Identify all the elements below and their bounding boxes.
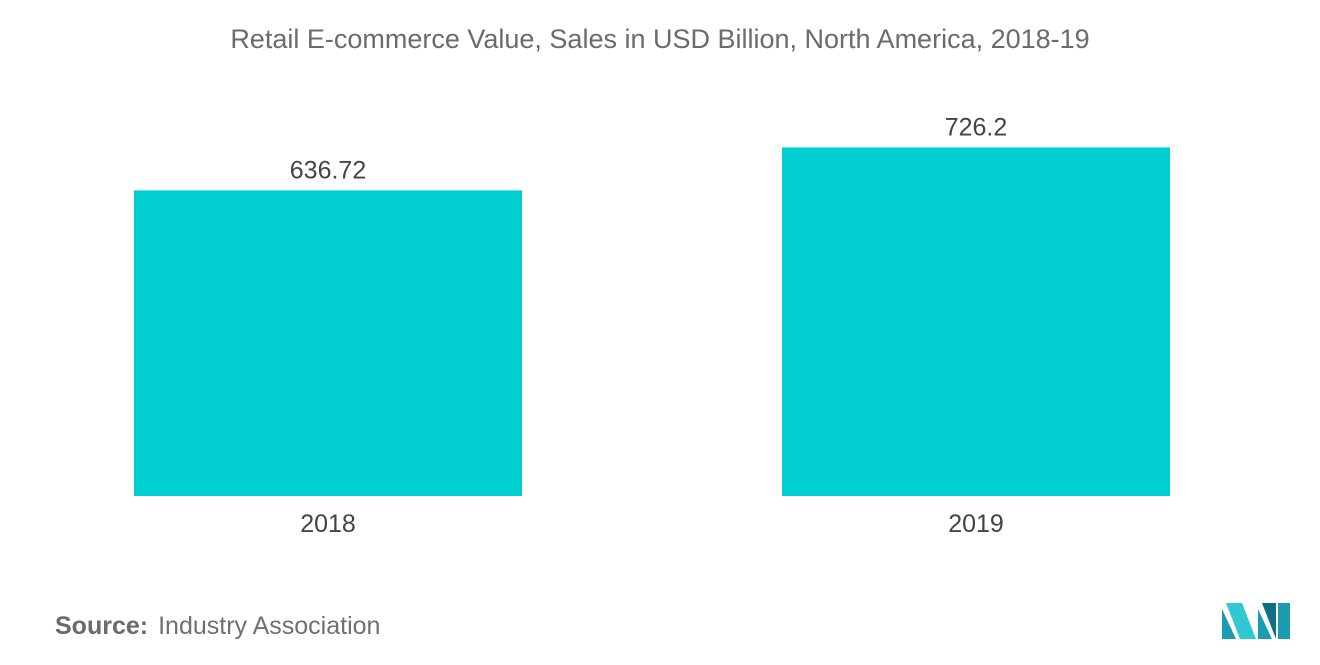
- source-label: Source:: [55, 612, 149, 640]
- logo-stroke-1: [1222, 609, 1236, 639]
- data-label-2019: 726.2: [945, 113, 1008, 141]
- category-label-2018: 2018: [300, 510, 356, 538]
- category-label-2019: 2019: [948, 510, 1004, 538]
- logo-stroke-2: [1226, 603, 1256, 639]
- bars-layer: 636.72 2018 726.2 2019: [134, 113, 1170, 538]
- bar-2018: [134, 190, 522, 497]
- logo-stroke-3: [1258, 609, 1272, 639]
- source-value: Industry Association: [158, 612, 381, 640]
- bar-2019: [782, 147, 1170, 496]
- logo-stroke-5: [1278, 603, 1290, 639]
- mordor-intelligence-logo-icon: [1222, 603, 1290, 639]
- chart-title: Retail E-commerce Value, Sales in USD Bi…: [230, 24, 1090, 54]
- logo-stroke-4: [1262, 603, 1276, 639]
- data-label-2018: 636.72: [290, 156, 366, 184]
- source-note: Source: Industry Association: [55, 612, 380, 641]
